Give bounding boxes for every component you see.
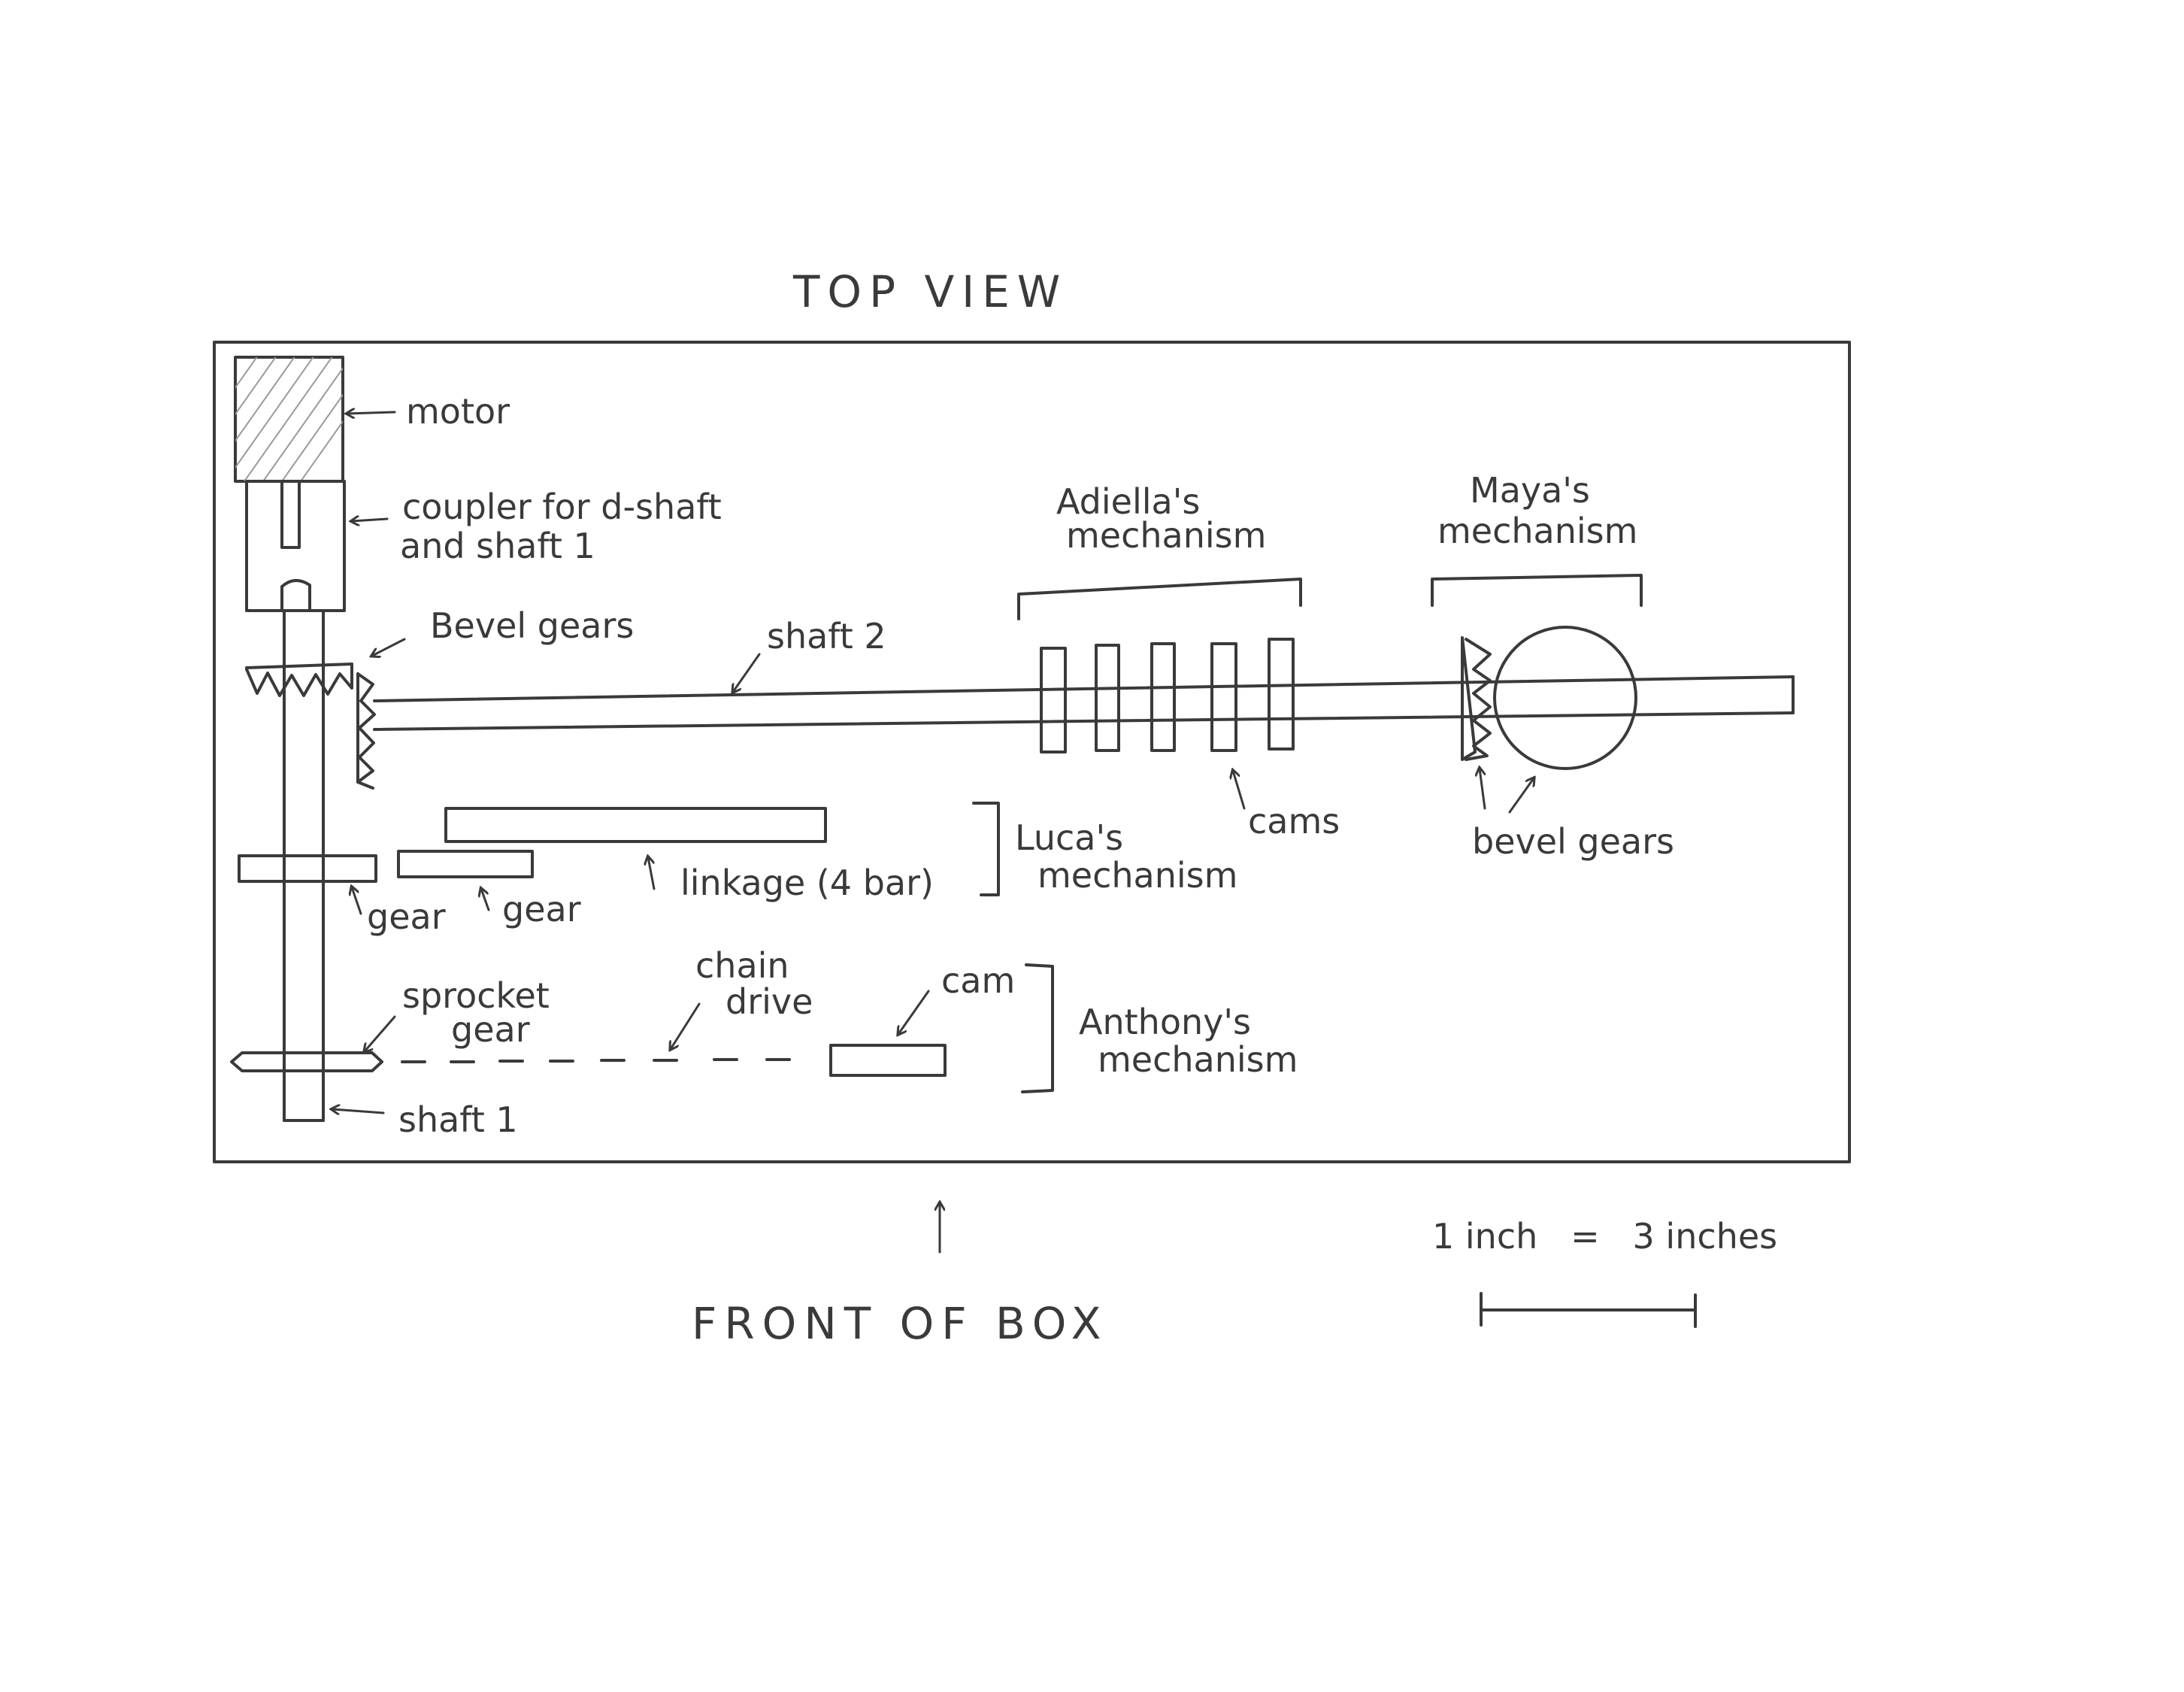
diagram-title: TOP VIEW	[792, 266, 1068, 317]
label-bevel-gears-right: bevel gears	[1472, 821, 1674, 862]
shaft-1	[280, 579, 325, 1122]
label-adiella-line2: mechanism	[1066, 515, 1266, 556]
bevel-gear-shaft2	[356, 672, 376, 790]
label-cam: cam	[941, 960, 1015, 1001]
bevel-gear-shaft1	[245, 663, 353, 697]
label-luca-line2: mechanism	[1037, 855, 1237, 896]
label-maya-line2: mechanism	[1437, 511, 1637, 551]
label-anthony-line1: Anthony's	[1079, 1002, 1251, 1042]
label-anthony-line2: mechanism	[1098, 1039, 1298, 1080]
label-gear-right: gear	[502, 889, 581, 929]
label-cams: cams	[1248, 801, 1340, 841]
scale-bar	[1480, 1292, 1697, 1328]
label-gear-left: gear	[367, 896, 446, 937]
box-outline	[213, 341, 1851, 1163]
linkage-bar	[444, 807, 827, 843]
label-motor: motor	[406, 391, 510, 432]
sprocket-gear	[230, 1051, 383, 1072]
label-shaft-2: shaft 2	[767, 616, 886, 656]
label-coupler-line1: coupler for d-shaft	[402, 487, 722, 527]
luca-bracket	[972, 802, 1000, 896]
anthony-cam	[829, 1044, 947, 1077]
maya-bracket	[1431, 574, 1643, 607]
label-luca-line1: Luca's	[1015, 817, 1123, 858]
label-sprocket-line1: sprocket	[402, 975, 550, 1016]
maya-bevel-gear	[1461, 636, 1492, 761]
label-front-of-box: FRONT OF BOX	[692, 1298, 1108, 1349]
maya-gear-circle	[1493, 626, 1637, 770]
label-maya-line1: Maya's	[1470, 470, 1590, 511]
label-coupler-line2: and shaft 1	[400, 526, 595, 566]
label-chain-line2: drive	[725, 981, 813, 1022]
label-adiella-line1: Adiella's	[1056, 481, 1200, 522]
gear-left	[238, 854, 377, 883]
adiella-bracket	[1017, 578, 1302, 620]
coupler	[245, 480, 346, 612]
annotation-arrows	[332, 412, 1534, 1254]
label-bevel-gears-top: Bevel gears	[430, 605, 634, 646]
anthony-bracket	[1021, 963, 1054, 1093]
gear-right	[397, 850, 534, 878]
label-chain-line1: chain	[695, 945, 789, 986]
shaft-2	[373, 675, 1795, 731]
label-shaft-1: shaft 1	[398, 1099, 518, 1140]
label-sprocket-line2: gear	[451, 1009, 530, 1050]
motor	[234, 356, 344, 483]
scale-label: 1 inch = 3 inches	[1432, 1216, 1777, 1257]
label-linkage: linkage (4 bar)	[680, 863, 934, 903]
adiella-cams	[1040, 638, 1295, 754]
chain-drive	[401, 1058, 791, 1063]
